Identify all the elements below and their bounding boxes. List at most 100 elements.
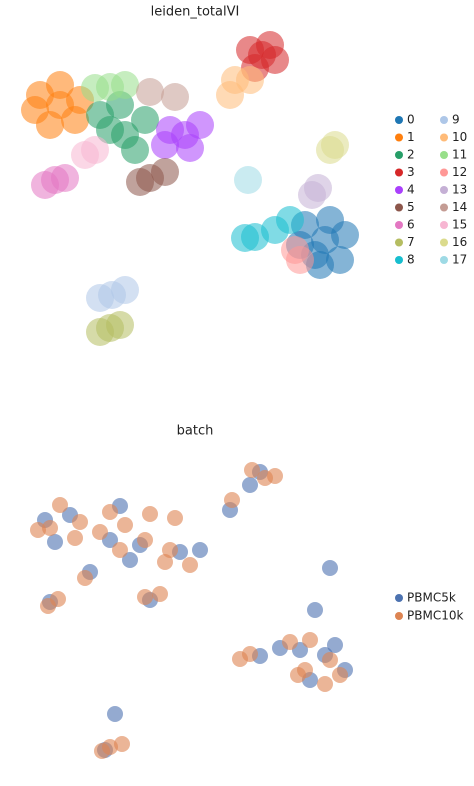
- point: [242, 477, 258, 493]
- legend-marker: [395, 203, 403, 212]
- legend-marker: [440, 203, 448, 212]
- point: [311, 226, 339, 254]
- legend-marker: [440, 116, 448, 124]
- legend-label: 14: [452, 200, 467, 214]
- legend-label: 6: [407, 218, 415, 232]
- legend-label: 7: [407, 235, 415, 249]
- point: [121, 136, 149, 164]
- point: [112, 542, 128, 558]
- point: [81, 74, 109, 102]
- legend-marker: [440, 256, 448, 264]
- point: [302, 632, 318, 648]
- legend-marker: [395, 151, 403, 159]
- legend-label: 4: [407, 183, 415, 197]
- point: [46, 91, 74, 119]
- point: [244, 462, 260, 478]
- legend-marker: [395, 116, 403, 124]
- legend-marker: [440, 133, 448, 142]
- point: [126, 168, 154, 196]
- point: [282, 634, 298, 650]
- point: [322, 652, 338, 668]
- point: [46, 71, 74, 99]
- point: [151, 158, 179, 186]
- chart-title: leiden_totalVI: [151, 5, 240, 20]
- point: [30, 522, 46, 538]
- point: [307, 602, 323, 618]
- point: [234, 166, 262, 194]
- point: [94, 743, 110, 759]
- point: [216, 81, 244, 109]
- point: [298, 181, 326, 209]
- legend-label: 16: [452, 235, 467, 249]
- legend-label: 10: [452, 130, 467, 144]
- point: [317, 676, 333, 692]
- legend-label: 8: [407, 253, 415, 267]
- legend-label: PBMC5k: [407, 591, 456, 605]
- point: [276, 206, 304, 234]
- point: [162, 542, 178, 558]
- point: [51, 164, 79, 192]
- legend-marker: [395, 133, 403, 142]
- legend-marker: [395, 238, 403, 247]
- point: [102, 504, 118, 520]
- point: [176, 134, 204, 162]
- point: [137, 532, 153, 548]
- point: [290, 667, 306, 683]
- point: [327, 637, 343, 653]
- point: [192, 542, 208, 558]
- point: [137, 589, 153, 605]
- legend-label: 0: [407, 113, 415, 127]
- legend-label: 5: [407, 200, 415, 214]
- point: [96, 116, 124, 144]
- point: [161, 83, 189, 111]
- legend-label: 15: [452, 218, 467, 232]
- point: [256, 31, 284, 59]
- point: [77, 570, 93, 586]
- point: [236, 66, 264, 94]
- point: [267, 468, 283, 484]
- legend-marker: [395, 612, 403, 620]
- chart-title: batch: [177, 424, 214, 439]
- point: [67, 530, 83, 546]
- point: [122, 552, 138, 568]
- point: [186, 111, 214, 139]
- legend-marker: [395, 186, 403, 194]
- legend-label: 11: [452, 148, 467, 162]
- point: [81, 136, 109, 164]
- legend-marker: [440, 168, 448, 177]
- legend-marker: [440, 151, 448, 159]
- legend-marker: [395, 256, 403, 264]
- point: [151, 131, 179, 159]
- point: [131, 106, 159, 134]
- legend-marker: [440, 186, 448, 194]
- point: [152, 586, 168, 602]
- point: [72, 514, 88, 530]
- point: [107, 706, 123, 722]
- point: [40, 598, 56, 614]
- point: [182, 557, 198, 573]
- legend-label: 9: [452, 113, 460, 127]
- legend-marker: [440, 221, 448, 229]
- point: [111, 276, 139, 304]
- legend-label: 1: [407, 130, 415, 144]
- legend-label: 13: [452, 183, 467, 197]
- legend-label: PBMC10k: [407, 609, 463, 623]
- point: [322, 560, 338, 576]
- point: [114, 736, 130, 752]
- legend-marker: [395, 594, 403, 602]
- point: [167, 510, 183, 526]
- point: [232, 651, 248, 667]
- legend-label: 17: [452, 253, 467, 267]
- point: [142, 506, 158, 522]
- point: [231, 224, 259, 252]
- legend-label: 12: [452, 165, 467, 179]
- point: [157, 554, 173, 570]
- legend-marker: [395, 221, 403, 229]
- legend-marker: [395, 168, 403, 177]
- point: [47, 534, 63, 550]
- point: [86, 284, 114, 312]
- point: [332, 667, 348, 683]
- point: [106, 311, 134, 339]
